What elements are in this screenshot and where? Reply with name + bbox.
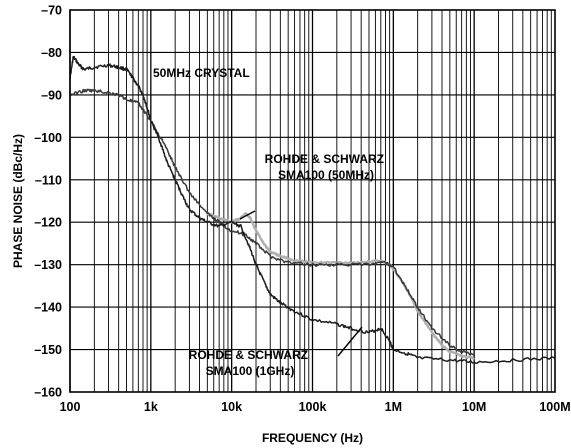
x-tick-label: 1M <box>385 400 402 414</box>
x-tick-label: 100k <box>299 400 327 414</box>
annotation-sma100-50mhz: ROHDE & SCHWARZ SMA100 (50MHz) <box>265 152 388 182</box>
annotation-crystal: 50MHz CRYSTAL <box>153 66 250 80</box>
series-layer <box>69 55 556 364</box>
y-tick-label: –150 <box>34 343 62 357</box>
series-line <box>206 211 475 360</box>
annotation-layer: 50MHz CRYSTAL ROHDE & SCHWARZ SMA100 (50… <box>153 66 388 378</box>
y-tick-label: –120 <box>34 216 62 230</box>
grid <box>69 9 555 393</box>
x-tick-label: 1k <box>144 400 158 414</box>
y-tick-label: –130 <box>34 258 62 272</box>
x-tick-labels: 100 1k 10k 100k 1M 10M 100M <box>60 400 571 414</box>
callout-arrow-1ghz <box>337 326 363 357</box>
annotation-sma100-1ghz: ROHDE & SCHWARZ SMA100 (1GHz) <box>189 348 312 378</box>
y-tick-label: –110 <box>35 173 62 187</box>
series-line <box>69 55 556 364</box>
y-tick-label: –100 <box>34 131 62 145</box>
callout-arrow-50mhz <box>239 210 256 220</box>
y-tick-label: –140 <box>34 301 62 315</box>
x-axis-title: FREQUENCY (Hz) <box>262 431 363 445</box>
y-tick-label: –70 <box>41 4 62 18</box>
x-tick-label: 10k <box>221 400 242 414</box>
plot-frame <box>69 9 556 393</box>
x-tick-label: 100M <box>539 400 570 414</box>
y-tick-labels: –70 –80 –90 –100 –110 –120 –130 –140 –150 –160 <box>34 4 62 400</box>
y-tick-label: –90 <box>41 88 62 102</box>
x-tick-label: 100 <box>60 400 81 414</box>
series-line <box>69 88 475 356</box>
x-tick-label: 10M <box>462 400 486 414</box>
y-tick-label: –160 <box>34 386 62 400</box>
y-axis-title: PHASE NOISE (dBc/Hz) <box>11 134 25 268</box>
y-tick-label: –80 <box>41 46 62 60</box>
